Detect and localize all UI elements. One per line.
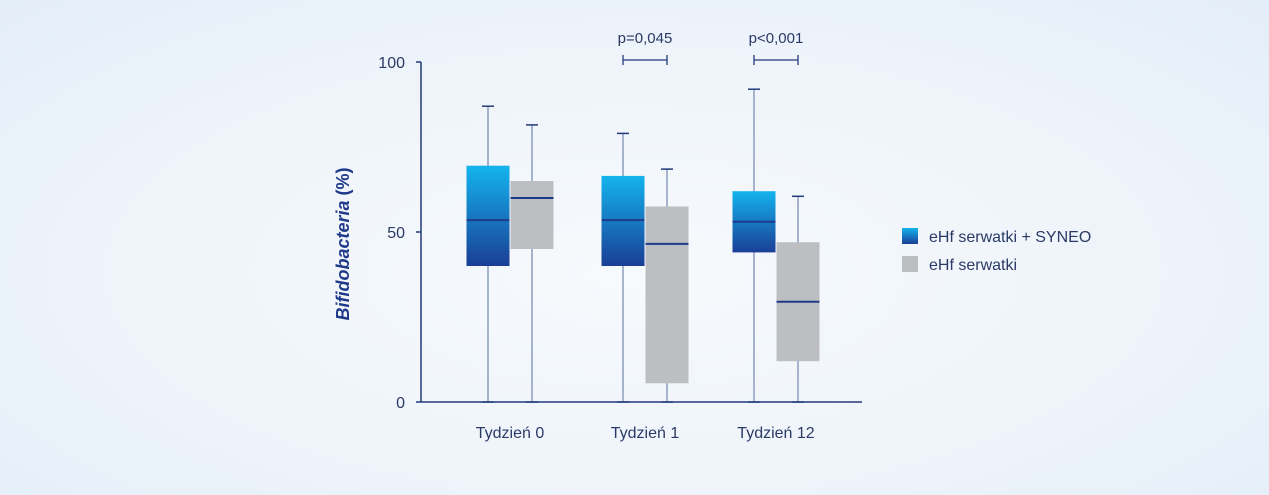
legend-swatch-ehf	[902, 256, 918, 272]
legend-swatch-syneo	[902, 228, 918, 244]
y-axis-label: Bifidobacteria (%)	[333, 167, 353, 320]
y-tick-label: 50	[387, 225, 405, 242]
box-1-0	[510, 124, 554, 403]
box-rect	[510, 181, 554, 249]
boxes	[466, 88, 820, 403]
legend: eHf serwatki + SYNEO eHf serwatki	[902, 228, 1091, 274]
box-0-0	[466, 105, 510, 403]
box-1-1	[645, 168, 689, 403]
x-tick-label: Tydzień 1	[611, 425, 680, 442]
sig-label: p<0,001	[749, 30, 804, 47]
x-tick-label: Tydzień 12	[737, 425, 814, 442]
box-0-2	[732, 88, 776, 403]
legend-label-syneo: eHf serwatki + SYNEO	[929, 229, 1091, 246]
x-tick-label: Tydzień 0	[476, 425, 545, 442]
box-rect	[645, 206, 689, 384]
box-0-1	[601, 132, 645, 403]
significance-brackets: p=0,045 p<0,001	[618, 30, 804, 65]
y-ticks: 0 50 100	[378, 55, 421, 412]
y-tick-label: 100	[378, 55, 405, 72]
sig-label: p=0,045	[618, 30, 673, 47]
y-axis-label-suffix: (%)	[333, 167, 353, 200]
legend-label-ehf: eHf serwatki	[929, 257, 1017, 274]
y-axis-label-italic: Bifidobacteria	[333, 200, 353, 320]
x-tick-labels: Tydzień 0 Tydzień 1 Tydzień 12	[476, 425, 815, 442]
box-rect	[466, 165, 510, 266]
box-1-2	[776, 195, 820, 403]
y-tick-label: 0	[396, 395, 405, 412]
